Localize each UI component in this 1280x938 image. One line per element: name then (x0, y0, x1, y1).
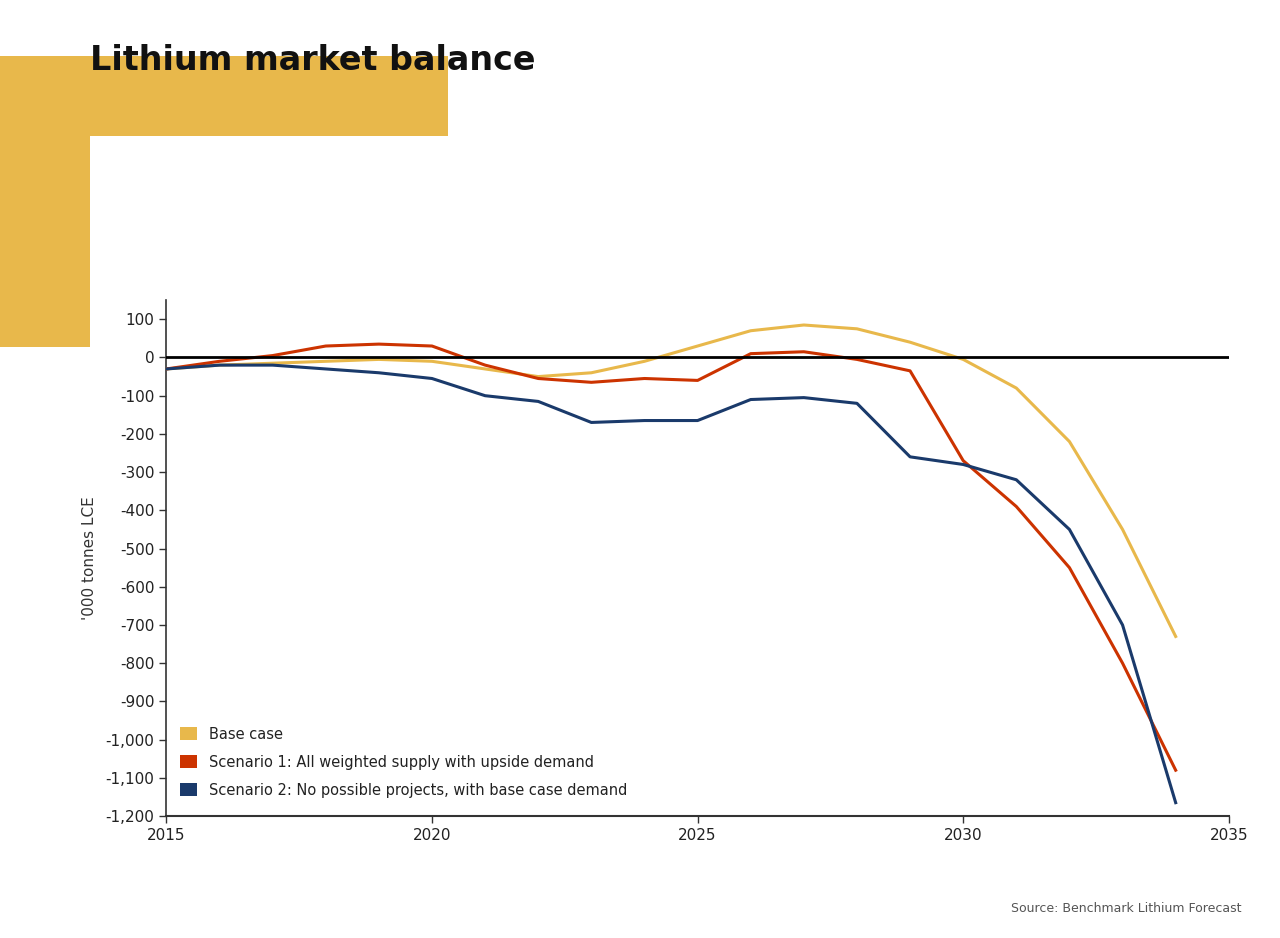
Bar (0, 56, 448, 136)
Text: Source: Benchmark Lithium Forecast: Source: Benchmark Lithium Forecast (1011, 901, 1242, 915)
Y-axis label: '000 tonnes LCE: '000 tonnes LCE (82, 496, 97, 620)
Legend: Base case, Scenario 1: All weighted supply with upside demand, Scenario 2: No po: Base case, Scenario 1: All weighted supp… (174, 720, 632, 804)
Bar (0, 136, 90, 347)
Text: Lithium market balance: Lithium market balance (90, 44, 535, 78)
